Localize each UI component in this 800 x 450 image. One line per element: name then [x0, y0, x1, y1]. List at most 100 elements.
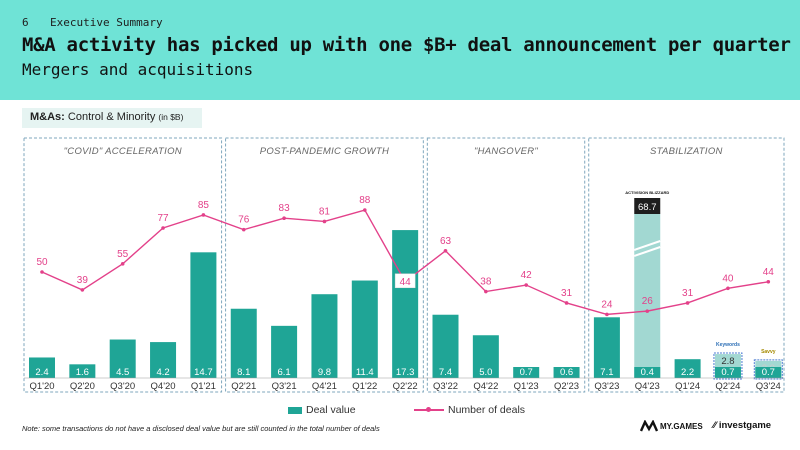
bar-value-label: 0.4 [641, 367, 654, 378]
big-deal-bar [634, 214, 661, 378]
line-point [685, 301, 690, 305]
mygames-text: MY.GAMES [660, 421, 703, 431]
period-label: "HANGOVER" [474, 146, 538, 157]
x-tick-label: Q4'23 [635, 381, 660, 392]
bar [311, 294, 338, 378]
bar [755, 367, 782, 378]
line-point [726, 286, 730, 291]
investgame-text: investgame [718, 420, 772, 431]
line-value-label: 40 [722, 273, 734, 284]
line-value-label: 44 [400, 277, 412, 288]
bar [714, 367, 741, 378]
bar [150, 342, 177, 378]
big-deal-label-bg [634, 198, 661, 214]
bar-value-label: 1.6 [76, 367, 89, 378]
chip-unit: (in $B) [158, 112, 184, 122]
bar [634, 367, 661, 378]
bar [593, 317, 620, 378]
line-point [564, 301, 569, 305]
x-tick-label: Q3'20 [110, 381, 135, 392]
bar [190, 252, 217, 378]
line-point [201, 213, 206, 217]
line-value-label: 63 [440, 236, 452, 247]
axis-break-mark [633, 240, 661, 257]
x-tick-label: Q2'21 [231, 381, 256, 392]
legend-line-label: Number of deals [448, 404, 526, 416]
bar [69, 364, 96, 378]
page-subtitle: Mergers and acquisitions [22, 60, 254, 79]
bar-value-label: 0.6 [560, 367, 573, 378]
line-value-label: 55 [117, 249, 129, 260]
period-box [23, 137, 223, 393]
x-tick-label: Q2'22 [393, 381, 418, 392]
period-label: POST-PANDEMIC GROWTH [260, 146, 390, 157]
line-value-label: 88 [359, 195, 371, 206]
line-point [766, 279, 771, 284]
x-tick-label: Q1'20 [29, 381, 54, 392]
line-point [241, 227, 246, 232]
period-box [225, 137, 424, 393]
chip-text: Control & Minority [64, 111, 156, 123]
line-point [80, 288, 85, 292]
line-value-label: 76 [238, 215, 250, 226]
x-tick-label: Q3'23 [594, 381, 619, 392]
line-value-label: 83 [279, 203, 291, 214]
line-value-label: 81 [319, 206, 331, 217]
line-value-label: 26 [642, 296, 654, 307]
bar-value-label: 5.0 [479, 367, 492, 378]
bar-value-label: 8.1 [237, 367, 250, 378]
bar-value-label: 0.7 [762, 367, 775, 378]
line-value-label: 38 [480, 277, 492, 288]
x-tick-label: Q3'22 [433, 381, 458, 392]
x-tick-label: Q4'21 [312, 381, 337, 392]
line-value-label: 42 [521, 270, 533, 281]
bar-value-label: 17.3 [396, 367, 415, 378]
bar-value-label: 14.7 [194, 367, 213, 378]
bar-value-label: 0.7 [721, 367, 734, 378]
line-value-label: 31 [682, 288, 694, 299]
big-deal-outline [753, 359, 783, 380]
bar [392, 230, 419, 378]
bar-value-label: 4.2 [156, 367, 169, 378]
period-box [588, 137, 785, 393]
bar-value-label: 2.4 [35, 367, 48, 378]
legend-bar: Deal value [288, 402, 356, 418]
bar-value-label: 11.4 [356, 367, 374, 378]
acquirer-logo: Savvy [761, 349, 776, 355]
bar-value-label: 2.2 [681, 367, 694, 378]
footnote: Note: some transactions do not have a di… [22, 424, 380, 433]
big-deal-outline [713, 352, 743, 380]
line-value-label: 85 [198, 200, 210, 211]
bar-value-label: 6.1 [277, 367, 290, 378]
legend-line: Number of deals [414, 402, 525, 418]
line-point [443, 249, 448, 253]
investgame-logo: ⁄⁄ investgame [713, 420, 771, 431]
bar-value-label: 4.5 [116, 367, 129, 378]
line-point [120, 262, 125, 266]
investgame-mark-icon: ⁄⁄ [713, 420, 719, 431]
line-point [161, 226, 165, 230]
x-tick-label: Q2'24 [715, 381, 740, 392]
section-label: Executive Summary [50, 16, 163, 29]
line-value-label: 77 [157, 213, 169, 224]
chart-caption-chip: M&As: Control & Minority (in $B) [22, 108, 202, 128]
bar-value-label: 0.7 [520, 367, 533, 378]
bar-value-label: 9.8 [318, 367, 331, 378]
line-value-label: 39 [77, 275, 89, 286]
bar [351, 280, 378, 378]
line-value-label: 24 [601, 299, 613, 310]
line-point [363, 208, 367, 212]
x-tick-label: Q2'20 [70, 381, 95, 392]
line-point [645, 309, 650, 313]
line-point [282, 216, 286, 221]
activision-logo: ACTIVISION BLIZZARD [625, 190, 669, 195]
x-tick-label: Q1'22 [352, 381, 377, 392]
bar [513, 367, 540, 378]
big-deal-label: 2.8 [721, 356, 734, 367]
mygames-mark-icon [640, 420, 659, 432]
x-tick-label: Q4'22 [473, 381, 498, 392]
big-deal-label: 68.7 [638, 202, 657, 213]
line-point [605, 312, 609, 317]
chart-svg: "COVID" ACCELERATION POST-PANDEMIC GROWTH… [23, 137, 785, 393]
period-label: "COVID" ACCELERATION [64, 146, 182, 157]
